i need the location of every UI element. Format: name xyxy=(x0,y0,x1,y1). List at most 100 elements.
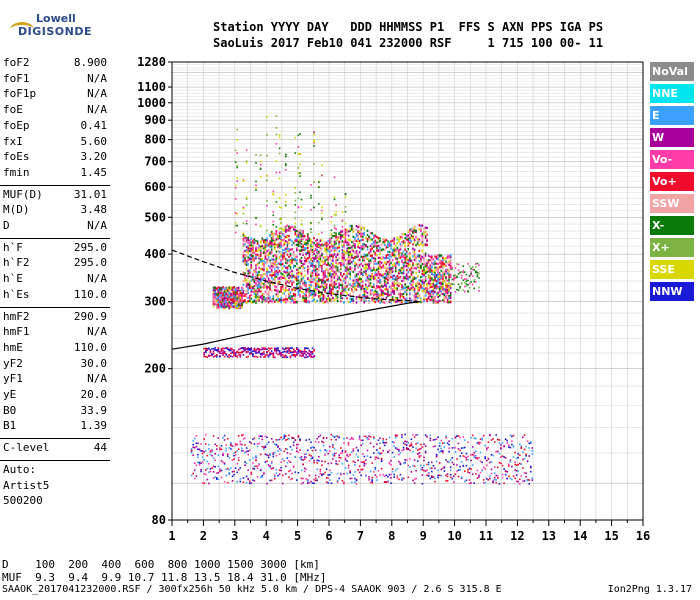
echo-point xyxy=(255,352,257,354)
echo-point xyxy=(200,450,202,452)
echo-point xyxy=(357,259,359,262)
echo-point xyxy=(255,293,257,296)
echo-point xyxy=(335,261,337,264)
echo-point xyxy=(366,287,369,290)
echo-point xyxy=(511,478,513,481)
echo-point xyxy=(289,227,292,230)
echo-point xyxy=(332,288,334,291)
echo-point xyxy=(225,300,227,303)
echo-point xyxy=(299,354,301,357)
echo-point xyxy=(489,434,491,437)
echo-point xyxy=(333,265,336,268)
echo-point xyxy=(363,464,366,467)
echo-point xyxy=(300,456,303,458)
echo-point xyxy=(285,230,287,233)
echo-point xyxy=(332,245,334,248)
echo-point xyxy=(409,297,411,300)
echo-point xyxy=(405,273,408,276)
echo-cluster xyxy=(203,347,315,359)
echo-point xyxy=(424,470,427,472)
echo-point xyxy=(394,250,397,253)
echo-point xyxy=(468,467,471,470)
echo-point xyxy=(354,269,356,272)
echo-point xyxy=(258,288,260,291)
echo-point xyxy=(253,259,256,262)
echo-point xyxy=(371,232,373,235)
echo-point xyxy=(407,448,410,451)
echo-point xyxy=(352,285,355,288)
echo-point xyxy=(390,255,392,258)
echo-point xyxy=(352,460,355,463)
echo-point xyxy=(258,244,260,247)
echo-point xyxy=(286,280,289,283)
echo-point xyxy=(343,437,345,440)
echo-point xyxy=(388,300,391,303)
echo-point xyxy=(300,230,303,233)
echo-point xyxy=(354,274,356,277)
echo-point xyxy=(292,348,295,351)
echo-point xyxy=(409,449,411,452)
echo-point xyxy=(360,284,362,288)
echo-point xyxy=(277,446,279,448)
echo-point xyxy=(357,279,359,282)
echo-point xyxy=(407,242,410,245)
echo-point xyxy=(294,228,297,231)
echo-point xyxy=(355,263,358,266)
echo-point xyxy=(264,300,267,303)
echo-point xyxy=(220,304,223,307)
echo-point xyxy=(385,288,388,291)
echo-point xyxy=(413,241,416,244)
echo-point xyxy=(365,272,367,275)
echo-point xyxy=(368,279,370,282)
echo-point xyxy=(453,481,455,484)
echo-point xyxy=(401,434,403,436)
echo-point xyxy=(429,477,432,480)
echo-point xyxy=(413,250,416,253)
echo-point xyxy=(247,347,249,349)
echo-point xyxy=(247,300,249,303)
echo-point xyxy=(318,435,320,438)
echo-point xyxy=(340,237,342,240)
echo-point xyxy=(230,296,232,299)
echo-point xyxy=(256,263,259,266)
echo-point xyxy=(416,285,419,289)
echo-point xyxy=(415,256,417,259)
echo-point xyxy=(396,477,399,479)
echo-point xyxy=(270,350,273,353)
echo-point xyxy=(256,273,259,276)
echo-point xyxy=(380,293,383,296)
echo-point xyxy=(247,276,249,279)
echo-point xyxy=(365,298,367,301)
echo-point xyxy=(369,259,372,262)
echo-point xyxy=(220,350,223,352)
echo-point xyxy=(294,288,297,292)
echo-point xyxy=(294,439,297,441)
echo-point xyxy=(307,479,309,481)
echo-point xyxy=(376,245,378,248)
echo-point xyxy=(272,441,275,443)
echo-point xyxy=(346,292,348,295)
echo-point xyxy=(286,356,289,358)
echo-point xyxy=(307,268,309,271)
echo-point xyxy=(294,456,297,458)
echo-point xyxy=(292,350,295,353)
echo-point xyxy=(368,263,370,266)
echo-point xyxy=(253,465,256,468)
echo-point xyxy=(233,300,235,304)
echo-point xyxy=(503,468,505,470)
echo-point xyxy=(412,451,414,453)
echo-point xyxy=(308,349,311,352)
echo-point xyxy=(324,261,326,265)
echo-point xyxy=(318,295,320,298)
echo-point xyxy=(394,276,397,279)
echo-point xyxy=(299,249,301,252)
echo-point xyxy=(219,288,221,291)
echo-point xyxy=(300,351,303,353)
echo-point xyxy=(248,349,251,351)
echo-point xyxy=(198,464,201,466)
echo-point xyxy=(379,256,381,259)
echo-point xyxy=(289,297,292,300)
echo-point xyxy=(236,287,238,290)
echo-point xyxy=(506,442,508,444)
echo-point xyxy=(230,442,232,444)
